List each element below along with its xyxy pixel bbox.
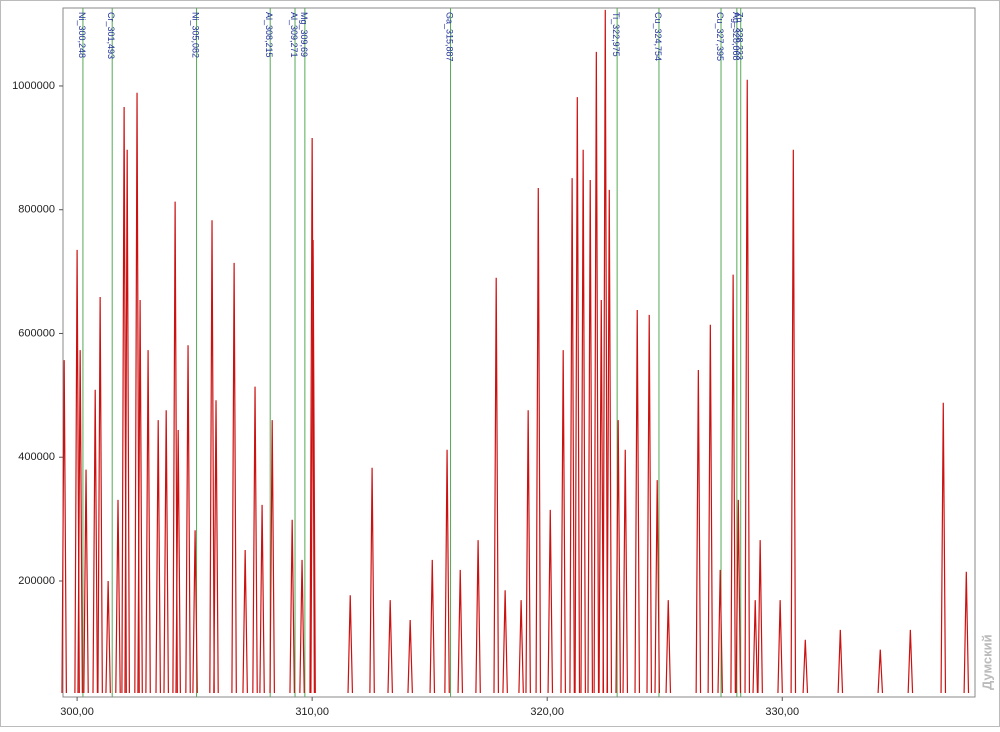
spectrum-peak: [105, 580, 111, 694]
element-label: Ni_305,082: [191, 12, 201, 58]
y-tick-label: 1000000: [12, 80, 55, 92]
spectrum-peak: [790, 149, 797, 694]
x-tick-label: 330,00: [765, 706, 799, 718]
spectrum-peak: [475, 540, 481, 694]
watermark: Думский: [979, 634, 994, 690]
element-label: Al_309,271: [289, 12, 299, 58]
spectrum-peak: [634, 309, 641, 694]
spectrum-peak: [665, 600, 672, 694]
spectrum-peak: [598, 300, 605, 694]
spectrum-peak: [695, 369, 702, 694]
spectrum-peak: [310, 240, 316, 694]
spectrum-peak: [518, 600, 524, 694]
element-label: Cu_327,395: [715, 12, 725, 61]
spectrum-peak: [252, 386, 258, 694]
spectrum-peak: [155, 420, 161, 694]
spectrum-peak: [525, 410, 531, 694]
spectrum-peak: [231, 262, 237, 694]
spectrum-peak: [407, 619, 413, 694]
spectrum-peak: [580, 149, 586, 694]
spectrum-peak: [457, 569, 464, 694]
y-tick-label: 800000: [18, 204, 55, 216]
element-label: Cu_324,754: [653, 12, 663, 61]
element-label: Zn_328,233: [735, 12, 745, 60]
spectrum-peak: [569, 178, 575, 694]
spectrum-peak: [615, 420, 621, 694]
spectrum-peak: [606, 189, 613, 694]
y-tick-label: 600000: [18, 327, 55, 339]
spectrum-peak: [115, 499, 121, 694]
spectrum-peak: [124, 149, 130, 694]
spectrum-peak: [209, 220, 215, 694]
spectrum-peak: [61, 360, 67, 694]
y-tick-label: 200000: [18, 575, 55, 587]
spectrum-peak: [92, 389, 99, 694]
spectrum-peak: [97, 296, 103, 694]
spectrum-peak: [493, 277, 499, 694]
spectrum-peak: [744, 79, 751, 694]
spectrum-peak: [502, 590, 508, 694]
spectrum-peak: [654, 480, 661, 694]
spectrum-peak: [837, 629, 844, 694]
spectrum-peak: [299, 559, 305, 694]
spectrum-peak: [387, 600, 393, 694]
spectrum-peak: [444, 449, 450, 694]
spectrum-peak: [777, 600, 783, 694]
spectrum-peak: [963, 571, 970, 694]
element-label: Mg_309,69: [299, 12, 309, 57]
spectrum-peak: [77, 350, 83, 694]
spectrum-peak: [560, 350, 566, 694]
element-label: Ga_315,887: [445, 12, 455, 62]
x-tick-label: 300,00: [60, 706, 94, 718]
spectrum-peak: [593, 51, 600, 694]
spectrum-peak: [347, 595, 354, 694]
spectrum-peak: [213, 400, 219, 694]
spectrum-peak: [646, 314, 653, 694]
spectrum-peak: [309, 137, 315, 694]
spectrum-peak: [752, 600, 759, 694]
spectrum-peak: [574, 97, 581, 694]
spectrum-peak: [145, 350, 151, 694]
spectrum-peak: [163, 410, 169, 694]
spectrum-peak: [185, 345, 191, 694]
spectrum-peak: [717, 569, 724, 694]
element-label: Cr_301,493: [106, 12, 116, 59]
y-tick-label: 400000: [18, 451, 55, 463]
element-label: Ag_328,068: [731, 12, 741, 61]
spectrum-peak: [707, 324, 714, 694]
spectrum-peak: [242, 550, 248, 694]
element-label: Ti_322,975: [611, 12, 621, 57]
spectrum-peak: [369, 467, 375, 694]
spectrum-peak: [192, 530, 198, 694]
spectrum-peak: [83, 469, 89, 694]
spectrum-peak: [802, 639, 809, 694]
spectrum-peak: [757, 540, 763, 694]
spectrum-peak: [940, 402, 947, 694]
element-label: Al_308,215: [264, 12, 274, 58]
spectrum-peak: [429, 559, 436, 694]
spectrum-peak: [175, 429, 181, 694]
x-tick-label: 310,00: [295, 706, 329, 718]
spectrum-peak: [269, 420, 275, 694]
spectrum-peak: [535, 188, 542, 694]
x-tick-label: 320,00: [530, 706, 564, 718]
spectrum-peak: [877, 649, 884, 694]
spectrum-peak: [172, 201, 178, 694]
spectrum-peak: [289, 519, 295, 694]
plot-area: [62, 7, 976, 698]
spectrum-peak: [907, 629, 914, 694]
spectrum-peak: [602, 9, 609, 694]
element-label: Ni_300,248: [77, 12, 87, 58]
spectrum-peak: [259, 504, 265, 694]
spectrum-peak: [735, 499, 742, 694]
spectrum-peak: [587, 180, 594, 694]
spectrum-peak: [137, 300, 143, 694]
spectrum-peak: [730, 274, 736, 694]
spectrum-peak: [622, 449, 629, 694]
spectrum-peak: [547, 509, 554, 694]
